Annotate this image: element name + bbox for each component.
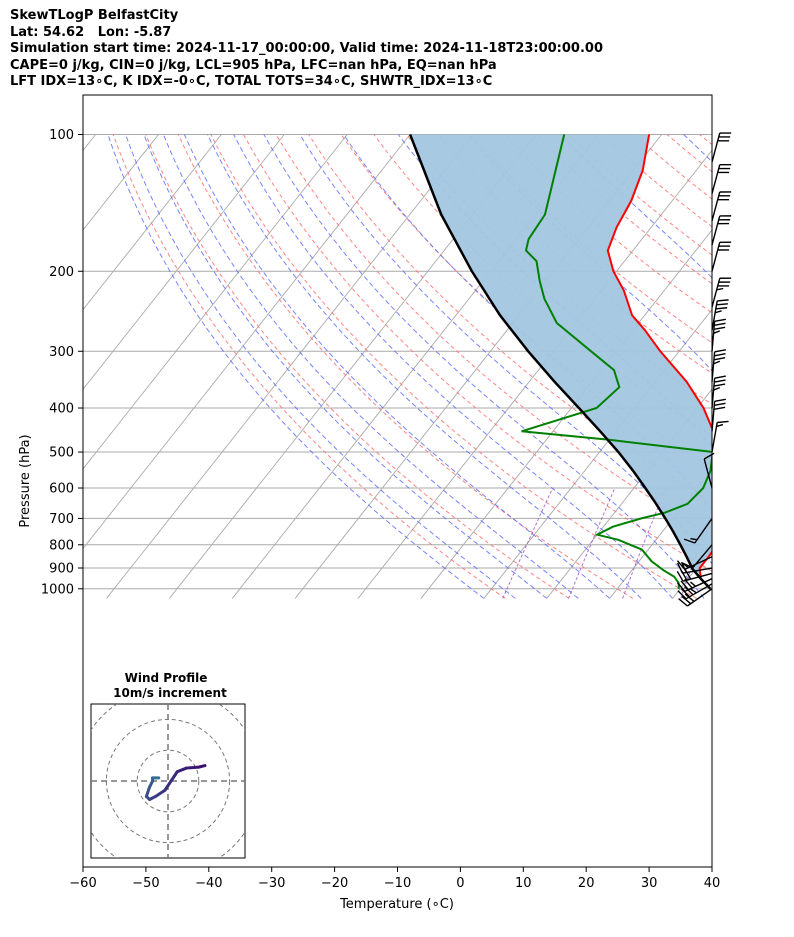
y-tick-label: 900: [49, 562, 74, 577]
moist-adiabat-line: [107, 134, 485, 599]
axis-ticks: −60 −50 −40 −30 −20 −10 0 10 20 30 40 100 200 300 400 5…: [41, 128, 720, 891]
wind-barb: [711, 420, 729, 453]
profile-lines: [408, 134, 712, 590]
isotherm-line: [83, 134, 222, 311]
isotherm-line: [83, 134, 96, 152]
x-axis-label: Temperature (∘C): [339, 897, 454, 912]
header-line-4: CAPE=0 j/kg, CIN=0 j/kg, LCL=905 hPa, LF…: [10, 57, 497, 73]
x-tick-label: −20: [321, 876, 348, 891]
dry-adiabat-line: [732, 135, 794, 599]
header-line-3: Simulation start time: 2024-11-17_00:00:…: [10, 41, 603, 56]
dry-adiabat-line: [438, 134, 712, 374]
isotherm-line: [735, 135, 794, 599]
y-tick-label: 200: [49, 265, 74, 280]
dry-adiabat-line: [145, 134, 570, 599]
mixing-ratio-line: [502, 487, 554, 599]
hodograph-trace: [163, 774, 176, 792]
wind-barb: [711, 191, 732, 222]
parcel-line: [408, 134, 712, 590]
temperature-line: [606, 134, 712, 590]
y-tick-label: 800: [49, 538, 74, 553]
dry-adiabat-line: [112, 134, 506, 599]
wind-barb: [711, 215, 732, 246]
wind-barb: [711, 241, 732, 272]
isotherm-line: [83, 134, 285, 391]
x-tick-label: 10: [515, 876, 532, 891]
dry-adiabat-line: [177, 134, 634, 599]
x-tick-label: −40: [195, 876, 222, 891]
wind-barb: [711, 277, 732, 308]
dry-adiabat-line: [765, 135, 794, 599]
mixing-ratio-line: [568, 487, 616, 599]
y-tick-label: 100: [49, 128, 74, 143]
isotherm-line: [83, 134, 411, 550]
hodograph-trace: [154, 788, 167, 798]
wind-barbs: [676, 132, 732, 607]
dry-adiabat-line: [243, 134, 712, 572]
moist-adiabat-line: [183, 134, 611, 599]
wind-barb: [711, 132, 732, 163]
y-axis-label: Pressure (hPa): [18, 434, 33, 527]
wind-barb: [682, 544, 713, 569]
moist-adiabat-line: [162, 134, 579, 599]
x-tick-label: 30: [641, 876, 658, 891]
moist-adiabat-line: [263, 134, 705, 599]
x-tick-label: −10: [384, 876, 411, 891]
hodograph-title: Wind Profile: [125, 671, 208, 685]
isotherm-line: [0, 135, 33, 599]
x-tick-label: 0: [456, 876, 464, 891]
moist-adiabat-line: [125, 134, 516, 599]
mixing-ratio-line: [622, 487, 667, 599]
hodograph-trace: [184, 765, 201, 770]
isotherm-line: [83, 134, 159, 231]
wind-barb: [711, 163, 732, 194]
hodograph-trace: [175, 766, 188, 774]
wind-barb: [703, 452, 715, 489]
y-tick-label: 1000: [41, 582, 74, 597]
moist-adiabat-line: [468, 134, 712, 372]
isotherm-line: [546, 388, 712, 599]
header-line-2: Lat: 54.62 Lon: -5.87: [10, 24, 172, 40]
moist-adiabat-line: [299, 134, 712, 565]
header-line-5: LFT IDX=13∘C, K IDX=-0∘C, TOTAL TOTS=34∘…: [10, 74, 493, 89]
y-tick-label: 500: [49, 446, 74, 461]
y-tick-label: 300: [49, 345, 74, 360]
y-tick-label: 700: [49, 512, 74, 527]
wind-barb: [677, 583, 713, 600]
x-tick-label: −50: [132, 876, 159, 891]
isotherm-line: [106, 134, 474, 599]
x-tick-label: 20: [578, 876, 595, 891]
wind-barb: [711, 375, 726, 409]
wind-barb: [711, 349, 726, 382]
dry-adiabat-line: [210, 134, 697, 599]
hodograph-trace: [144, 785, 152, 798]
x-tick-label: 40: [704, 876, 721, 891]
moist-adiabat-line: [143, 134, 548, 599]
x-tick-label: −60: [69, 876, 96, 891]
hodograph-subtitle: 10m/s increment: [113, 686, 227, 700]
dewpoint-line: [521, 134, 712, 589]
y-tick-label: 400: [49, 402, 74, 417]
wind-barb: [678, 588, 713, 607]
hodograph-inset: Wind Profile 10m/s increment: [90, 671, 246, 859]
cape-cin-area: [410, 134, 712, 589]
dry-adiabat-line: [275, 134, 712, 537]
hodograph-ring: [136, 749, 200, 813]
wind-barb: [683, 518, 713, 544]
wind-barb: [711, 318, 726, 352]
moist-adiabat-line: [233, 134, 673, 599]
wind-barb: [711, 398, 726, 432]
chart-header: SkewTLogP BelfastCity Lat: 54.62 Lon: -5.…: [10, 8, 603, 91]
dry-adiabat-line: [308, 134, 712, 503]
x-tick-label: −30: [258, 876, 285, 891]
isotherm-line: [83, 134, 348, 470]
header-line-1: SkewTLogP BelfastCity: [10, 8, 179, 23]
wind-barb: [711, 299, 729, 331]
y-tick-label: 600: [49, 482, 74, 497]
